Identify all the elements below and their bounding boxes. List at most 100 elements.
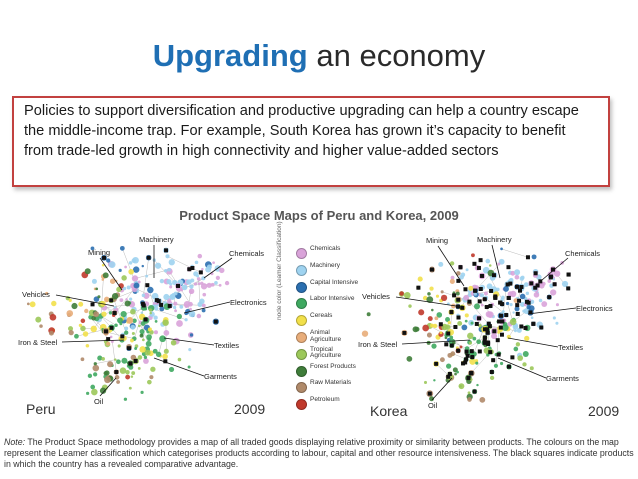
product-node [423,380,428,384]
map-label-chemicals: Chemicals [565,249,600,258]
product-node [431,343,437,349]
product-node [109,335,113,339]
product-node [145,274,149,278]
product-node [124,330,129,335]
product-node [128,261,133,265]
product-node [468,285,474,291]
rca-square [461,361,466,366]
product-node [471,253,475,258]
product-node [131,275,139,282]
product-node [123,397,128,401]
rca-square [444,342,449,347]
product-node [201,276,206,281]
product-node [449,261,455,266]
product-node [214,281,218,285]
product-node [429,286,434,291]
product-node [509,318,517,326]
product-node [103,296,110,303]
product-node [439,357,445,363]
product-node [467,332,474,340]
rca-square [566,272,571,277]
product-node [90,384,96,390]
rca-square [551,267,556,272]
product-node [429,396,435,402]
label-pointer [99,257,123,291]
product-node [91,278,97,284]
product-node [39,324,43,328]
product-node [188,310,196,318]
legend-swatch-icon [296,315,307,327]
legend-title: node color (Leamer Classification) [276,221,283,320]
product-node [97,355,103,361]
product-node [366,312,371,317]
product-node [131,371,136,375]
product-node [168,259,175,266]
product-node [149,375,154,380]
product-node [215,275,220,281]
product-node [159,335,167,343]
product-node [172,305,177,310]
product-node [136,290,139,293]
rca-square [489,369,494,374]
product-node [196,274,200,278]
product-node [219,267,225,274]
product-node [117,344,121,348]
label-pointer [431,377,453,401]
product-node [201,303,206,308]
title-rest: an economy [316,38,486,73]
rca-square [472,261,477,266]
product-node [500,297,504,302]
rca-square [470,355,475,360]
product-node [541,281,546,286]
map-label-mining: Mining [426,236,448,245]
rca-square [529,281,534,286]
rca-square [482,327,487,332]
product-node [189,333,194,337]
product-node [514,306,520,312]
product-node [144,349,151,356]
product-node [522,351,529,357]
rca-square [416,285,421,290]
product-node [99,387,107,394]
product-node [49,313,57,321]
product-node [125,370,130,375]
product-node [454,372,457,376]
rca-square [438,322,443,327]
product-node [162,319,169,326]
legend-label: Machinery [310,261,340,269]
product-node [524,335,530,342]
product-node [474,285,479,290]
product-node [475,361,479,365]
rca-square [510,355,515,360]
product-node [484,291,488,296]
rca-square [453,324,458,329]
legend: Chemicals Machinery Capital Intensive Labor… [290,245,360,413]
rca-square [463,360,468,365]
product-node [147,379,152,385]
product-node [93,311,100,318]
rca-square [533,285,538,290]
rca-square [477,299,482,304]
product-node [469,358,476,365]
product-node [124,265,127,269]
product-node [130,324,136,330]
product-node [130,375,134,378]
product-node [427,316,433,322]
product-node [114,323,118,328]
figure-title: Product Space Maps of Peru and Korea, 20… [179,208,459,223]
rca-square [486,321,491,326]
product-node [447,320,451,325]
product-space-map-peru: Mining Machinery Chemicals Vehicles Elec… [18,235,267,417]
product-node [154,320,158,323]
label-pointer [401,339,471,345]
legend-label: Chemicals [310,245,341,252]
product-node [103,371,108,376]
product-node [218,283,222,287]
rca-square [109,325,114,330]
product-node [488,264,492,267]
map-label-electronics: Electronics [230,298,267,307]
callout-box: Policies to support diversification and … [12,96,610,187]
product-node [119,367,127,374]
product-node [87,373,93,378]
product-node [132,266,140,273]
